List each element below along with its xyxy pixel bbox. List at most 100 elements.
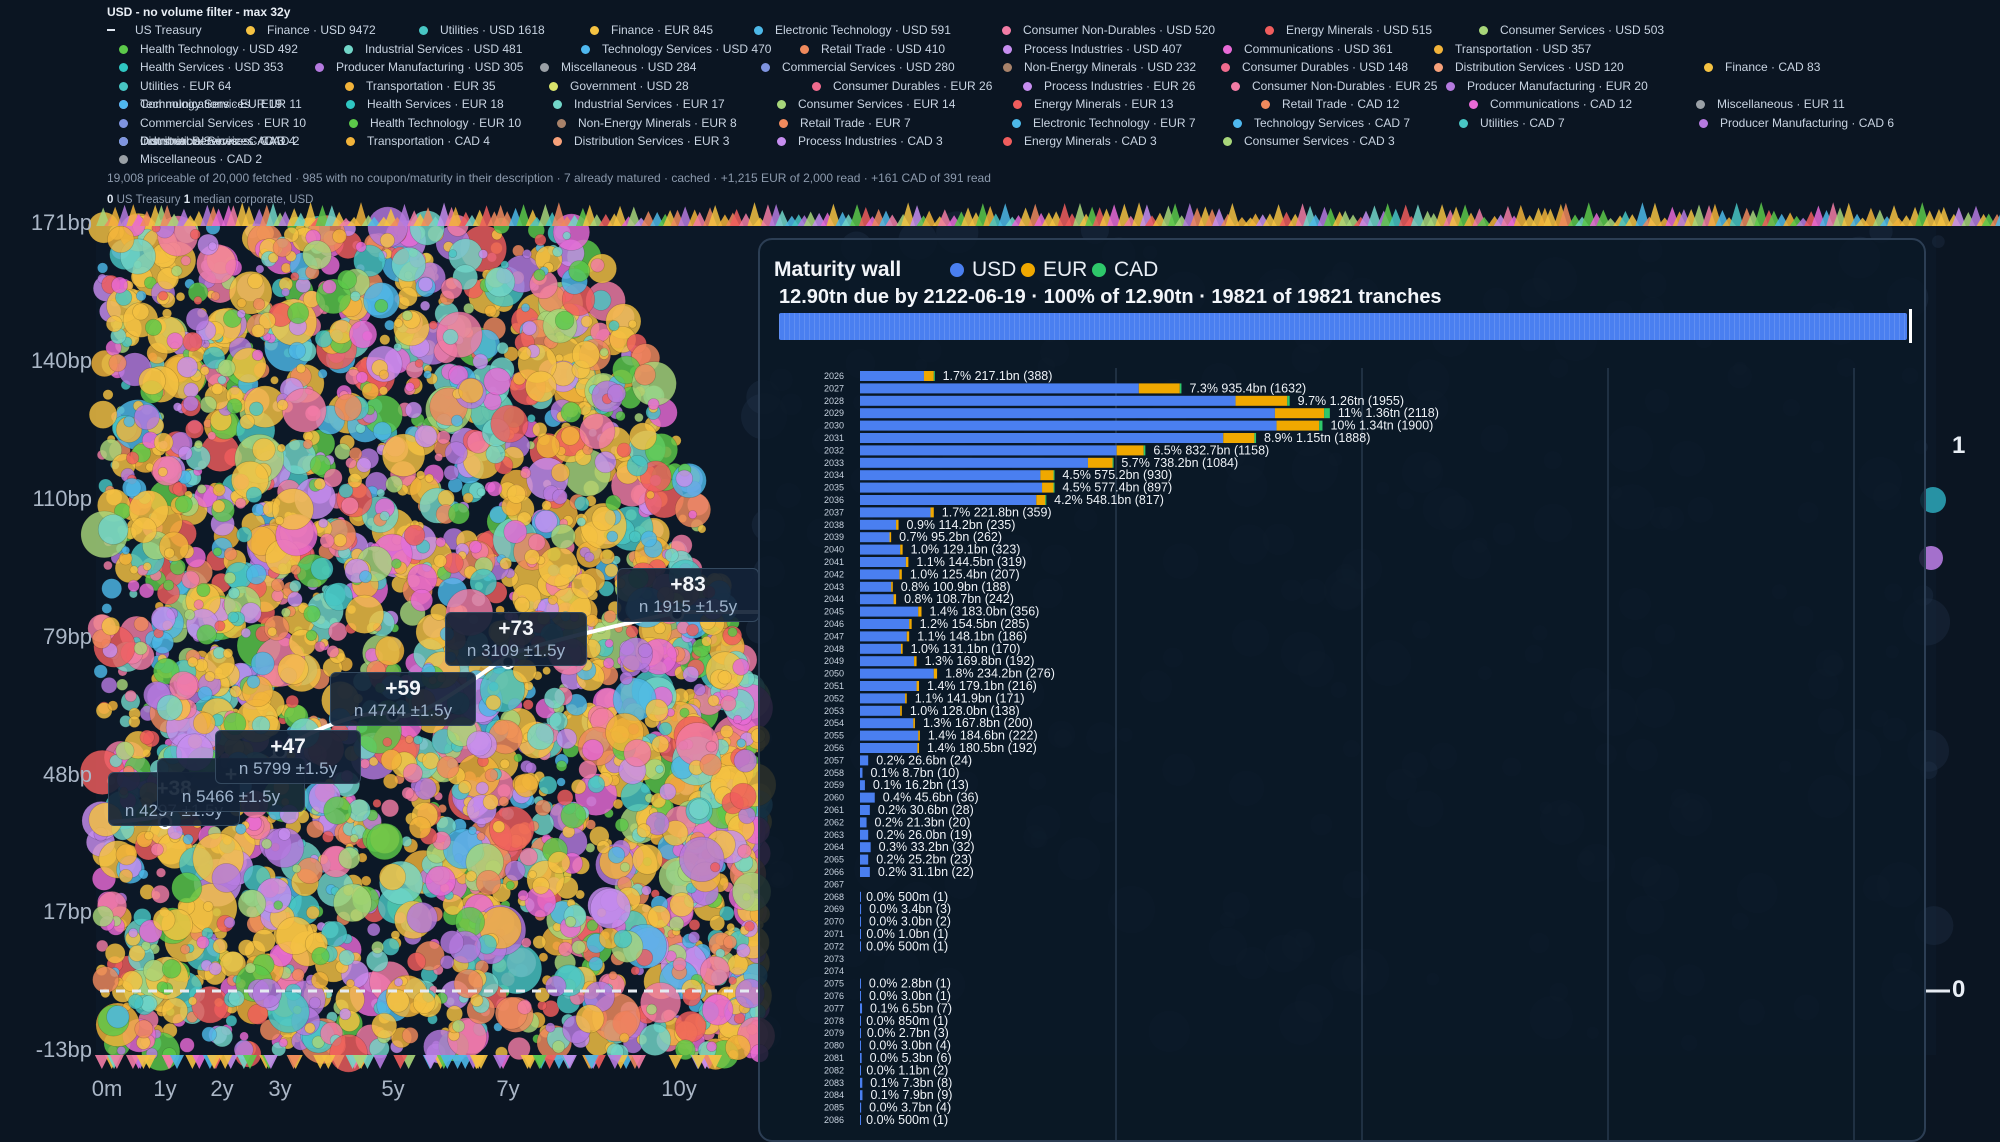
legend-item[interactable]: Consumer Non-Durables · USD 520 xyxy=(1002,23,1215,37)
bubble xyxy=(632,844,663,875)
legend-item[interactable]: Health Technology · EUR 10 xyxy=(349,116,521,130)
bubble xyxy=(306,905,320,920)
legend-item[interactable]: Industrial Services · EUR 17 xyxy=(553,97,725,111)
legend-item[interactable]: Commercial Services · CAD 2 xyxy=(119,134,299,148)
legend-item[interactable]: Utilities · EUR 64 xyxy=(119,79,231,93)
bubble xyxy=(483,367,512,396)
legend-item[interactable]: Consumer Durables · USD 148 xyxy=(1221,60,1408,74)
bubble xyxy=(391,558,402,569)
bubble xyxy=(628,319,637,329)
legend-item[interactable]: Industrial Services · USD 481 xyxy=(344,42,522,56)
bubble xyxy=(235,497,247,510)
legend-item[interactable]: Communications · CAD 12 xyxy=(1469,97,1632,111)
legend-item[interactable]: Retail Trade · EUR 7 xyxy=(779,116,911,130)
bubble xyxy=(608,970,618,980)
legend-item[interactable]: Producer Manufacturing · USD 305 xyxy=(315,60,523,74)
legend-item[interactable]: Technology Services · USD 470 xyxy=(581,42,771,56)
legend-dot-icon xyxy=(119,44,128,54)
legend-item[interactable]: Distribution Services · USD 120 xyxy=(1434,60,1624,74)
bubble xyxy=(579,413,616,450)
legend-item[interactable]: Commercial Services · USD 280 xyxy=(761,60,955,74)
bubble xyxy=(440,955,455,970)
bubble xyxy=(144,830,154,841)
legend-item[interactable]: Consumer Services · USD 503 xyxy=(1479,23,1664,37)
legend-item[interactable]: Commercial Services · EUR 10 xyxy=(119,116,306,130)
bubble xyxy=(446,1005,463,1023)
legend-item[interactable]: Electronic Technology · USD 591 xyxy=(754,23,951,37)
bubble xyxy=(306,820,325,839)
legend-item[interactable]: Government · USD 28 xyxy=(549,79,689,93)
legend-item[interactable]: Process Industries · USD 407 xyxy=(1003,42,1182,56)
bubble xyxy=(276,399,289,411)
bubble xyxy=(528,533,546,552)
legend-label: Consumer Non-Durables · USD 520 xyxy=(1023,23,1216,37)
legend-item[interactable]: Non-Energy Minerals · USD 232 xyxy=(1003,60,1196,74)
legend-item[interactable]: Consumer Non-Durables · EUR 25 xyxy=(1231,79,1437,93)
legend-item[interactable]: Communications · USD 361 xyxy=(1223,42,1393,56)
legend-item[interactable]: Consumer Services · EUR 14 xyxy=(777,97,955,111)
legend-item[interactable]: Health Services · EUR 18 xyxy=(346,97,504,111)
median-callout[interactable]: +83 n 1915 ±1.5y xyxy=(617,568,759,622)
legend-item[interactable]: Energy Minerals · EUR 13 xyxy=(1013,97,1173,111)
maturity-wall-panel[interactable]: Maturity wall USD EUR CAD 12.90tn due by 2… xyxy=(758,238,1926,1142)
legend-item[interactable]: Transportation · CAD 4 xyxy=(346,134,490,148)
legend-item[interactable]: US Treasury xyxy=(107,23,202,37)
legend-item[interactable]: Process Industries · EUR 26 xyxy=(1023,79,1195,93)
bubble xyxy=(158,290,169,301)
legend-item[interactable]: Transportation · USD 357 xyxy=(1434,42,1591,56)
bubble xyxy=(121,546,131,555)
legend-item[interactable]: Finance · EUR 845 xyxy=(590,23,713,37)
legend-item[interactable]: Health Services · USD 353 xyxy=(119,60,283,74)
median-callout[interactable]: +47 n 5799 ±1.5y xyxy=(215,730,361,784)
bubble xyxy=(443,465,459,481)
legend-item[interactable]: Consumer Durables · EUR 26 xyxy=(812,79,992,93)
legend-item[interactable]: Miscellaneous · USD 284 xyxy=(540,60,696,74)
legend-dot-icon xyxy=(1003,44,1012,54)
wall-bar-segment xyxy=(860,1065,861,1076)
legend-item[interactable]: Electronic Technology · EUR 7 xyxy=(1012,116,1196,130)
legend-item[interactable]: Technology Services · CAD 7 xyxy=(1233,116,1410,130)
legend-item[interactable]: Non-Energy Minerals · EUR 8 xyxy=(557,116,737,130)
legend-label: Government · USD 28 xyxy=(570,79,689,93)
legend-dot-icon xyxy=(779,118,788,128)
legend-item[interactable]: Miscellaneous · EUR 11 xyxy=(1696,97,1845,111)
wall-year-label: 2056 xyxy=(824,743,844,753)
bubble xyxy=(197,686,213,702)
wall-bar-segment xyxy=(1138,383,1180,394)
legend-item[interactable]: Retail Trade · CAD 12 xyxy=(1261,97,1399,111)
legend-dot-icon xyxy=(590,25,599,35)
legend-item[interactable]: Energy Minerals · CAD 3 xyxy=(1003,134,1157,148)
legend-item[interactable]: Distribution Services · EUR 3 xyxy=(553,134,729,148)
legend-item[interactable]: Utilities · CAD 7 xyxy=(1459,116,1565,130)
bubble xyxy=(92,905,114,927)
bubble xyxy=(629,422,657,451)
legend-item[interactable]: Technology Services · EUR 11 xyxy=(119,97,302,111)
legend-item[interactable]: Finance · CAD 83 xyxy=(1704,60,1820,74)
bubble xyxy=(372,421,392,441)
wall-bar-segment xyxy=(899,569,902,580)
bubble xyxy=(379,232,395,248)
legend-item[interactable]: Producer Manufacturing · EUR 20 xyxy=(1446,79,1648,93)
bubble xyxy=(710,862,721,873)
legend-item[interactable]: Health Technology · USD 492 xyxy=(119,42,298,56)
legend-item[interactable]: Retail Trade · USD 410 xyxy=(800,42,945,56)
legend-dot-icon xyxy=(119,99,128,109)
median-callout[interactable]: +59 n 4744 ±1.5y xyxy=(330,672,476,726)
legend-dot-icon xyxy=(119,62,128,72)
legend-item[interactable]: Process Industries · CAD 3 xyxy=(777,134,943,148)
legend-item[interactable]: Miscellaneous · CAD 2 xyxy=(119,152,262,166)
legend-item[interactable]: Utilities · USD 1618 xyxy=(419,23,545,37)
wall-year-label: 2053 xyxy=(824,706,844,716)
bubble xyxy=(217,375,227,385)
bubble xyxy=(440,277,463,300)
right-axis-label: 1 xyxy=(1952,432,1966,459)
bubble xyxy=(359,570,372,584)
bubble xyxy=(323,796,352,825)
bubble xyxy=(551,463,570,483)
legend-item[interactable]: Energy Minerals · USD 515 xyxy=(1265,23,1432,37)
legend-item[interactable]: Consumer Services · CAD 3 xyxy=(1223,134,1395,148)
legend-item[interactable]: Producer Manufacturing · CAD 6 xyxy=(1699,116,1894,130)
median-callout[interactable]: +73 n 3109 ±1.5y xyxy=(445,612,587,666)
legend-item[interactable]: Transportation · EUR 35 xyxy=(345,79,496,93)
legend-item[interactable]: Finance · USD 9472 xyxy=(246,23,376,37)
